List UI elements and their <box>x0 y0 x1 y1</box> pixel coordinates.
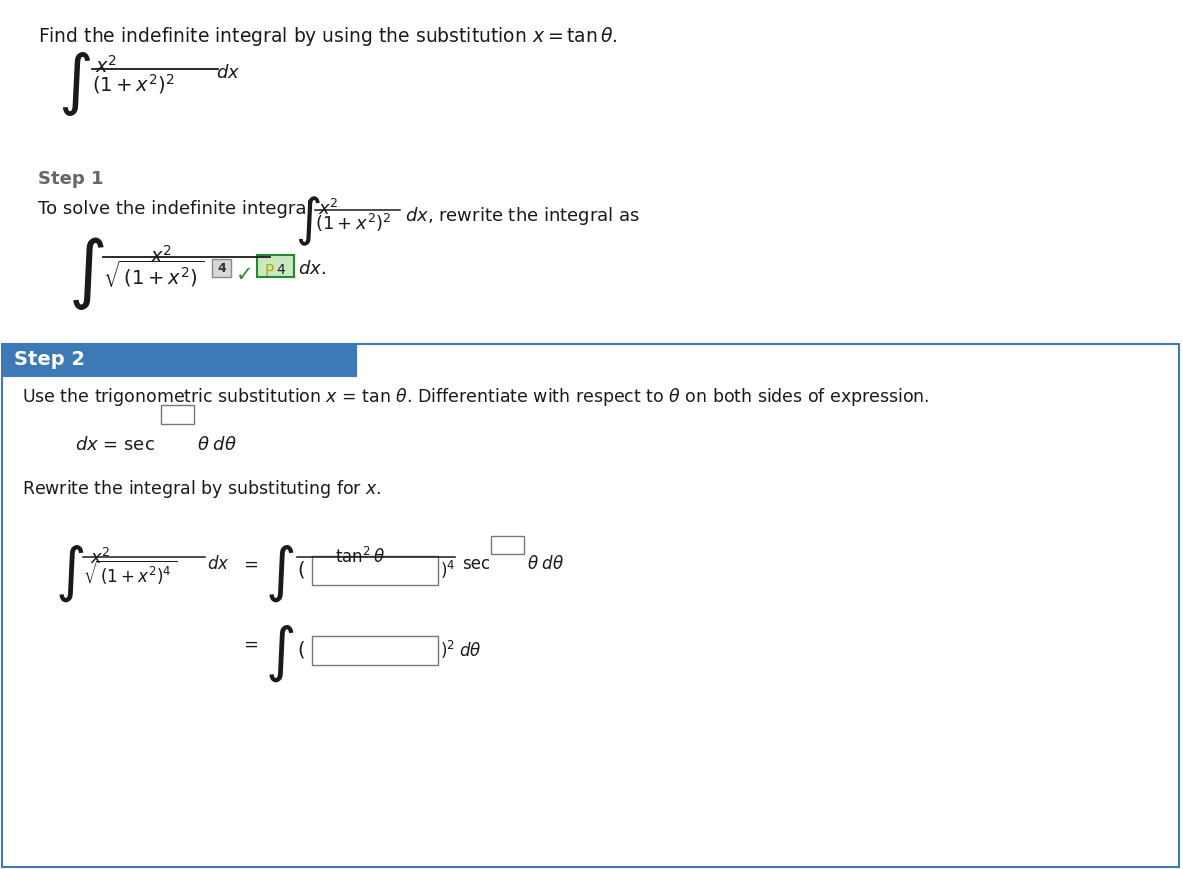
FancyBboxPatch shape <box>491 536 524 554</box>
Text: $\int$: $\int$ <box>54 542 84 603</box>
Text: $)^2\; d\theta$: $)^2\; d\theta$ <box>440 638 481 660</box>
Text: $dx.$: $dx.$ <box>298 260 325 278</box>
Text: $\sqrt{\,(1+x^2)^4\,}$: $\sqrt{\,(1+x^2)^4\,}$ <box>83 559 177 587</box>
Text: 4: 4 <box>218 262 226 275</box>
Text: $dx$: $dx$ <box>207 554 230 573</box>
FancyBboxPatch shape <box>258 255 295 277</box>
Text: $dx$: $dx$ <box>216 64 240 82</box>
Bar <box>2 345 357 377</box>
Text: Step 2: Step 2 <box>14 349 85 368</box>
Text: $=$: $=$ <box>240 634 259 653</box>
Text: sec: sec <box>463 554 490 573</box>
Text: $(1+x^2)^2$: $(1+x^2)^2$ <box>92 72 175 96</box>
Text: $\bf{\mathsf{P}}$: $\bf{\mathsf{P}}$ <box>264 262 274 279</box>
Text: $\sqrt{\,(1+x^2)\,}$: $\sqrt{\,(1+x^2)\,}$ <box>103 259 205 289</box>
Text: $($: $($ <box>297 559 306 580</box>
Text: $(1+x^2)^2$: $(1+x^2)^2$ <box>315 212 392 234</box>
Text: $\theta\; d\theta$: $\theta\; d\theta$ <box>526 554 564 573</box>
Text: $=$: $=$ <box>240 554 259 573</box>
Text: $\theta\; d\theta$: $\theta\; d\theta$ <box>198 435 237 454</box>
Text: Step 1: Step 1 <box>38 169 103 188</box>
Text: 4: 4 <box>276 262 285 276</box>
Text: $\int$: $\int$ <box>265 622 295 683</box>
FancyBboxPatch shape <box>312 556 439 585</box>
Text: $x^2$: $x^2$ <box>318 199 338 219</box>
Text: Rewrite the integral by substituting for $x$.: Rewrite the integral by substituting for… <box>22 477 381 500</box>
Text: $($: $($ <box>297 638 306 660</box>
Text: To solve the indefinite integral: To solve the indefinite integral <box>38 200 311 218</box>
Text: Find the indefinite integral by using the substitution $x = \tan\theta$.: Find the indefinite integral by using th… <box>38 25 618 48</box>
Text: $dx$, rewrite the integral as: $dx$, rewrite the integral as <box>405 205 640 227</box>
Text: $\checkmark$: $\checkmark$ <box>235 262 251 282</box>
Text: tan$^2\,\theta$: tan$^2\,\theta$ <box>335 547 384 567</box>
Text: $\int$: $\int$ <box>58 50 91 118</box>
Bar <box>2 345 1179 867</box>
FancyBboxPatch shape <box>213 259 232 277</box>
Text: Use the trigonometric substitution $x$ = tan $\theta$. Differentiate with respec: Use the trigonometric substitution $x$ =… <box>22 386 930 408</box>
Text: $\int$: $\int$ <box>67 235 104 312</box>
Text: $x^2$: $x^2$ <box>95 55 117 76</box>
Text: $x^2$: $x^2$ <box>150 245 173 267</box>
Text: $x^2$: $x^2$ <box>90 547 111 567</box>
Text: $\int$: $\int$ <box>265 542 295 603</box>
Text: $dx$ = sec: $dx$ = sec <box>75 435 155 454</box>
Text: $)^4$: $)^4$ <box>440 559 455 580</box>
FancyBboxPatch shape <box>162 405 194 424</box>
FancyBboxPatch shape <box>312 636 439 665</box>
Text: $\int$: $\int$ <box>295 195 321 249</box>
